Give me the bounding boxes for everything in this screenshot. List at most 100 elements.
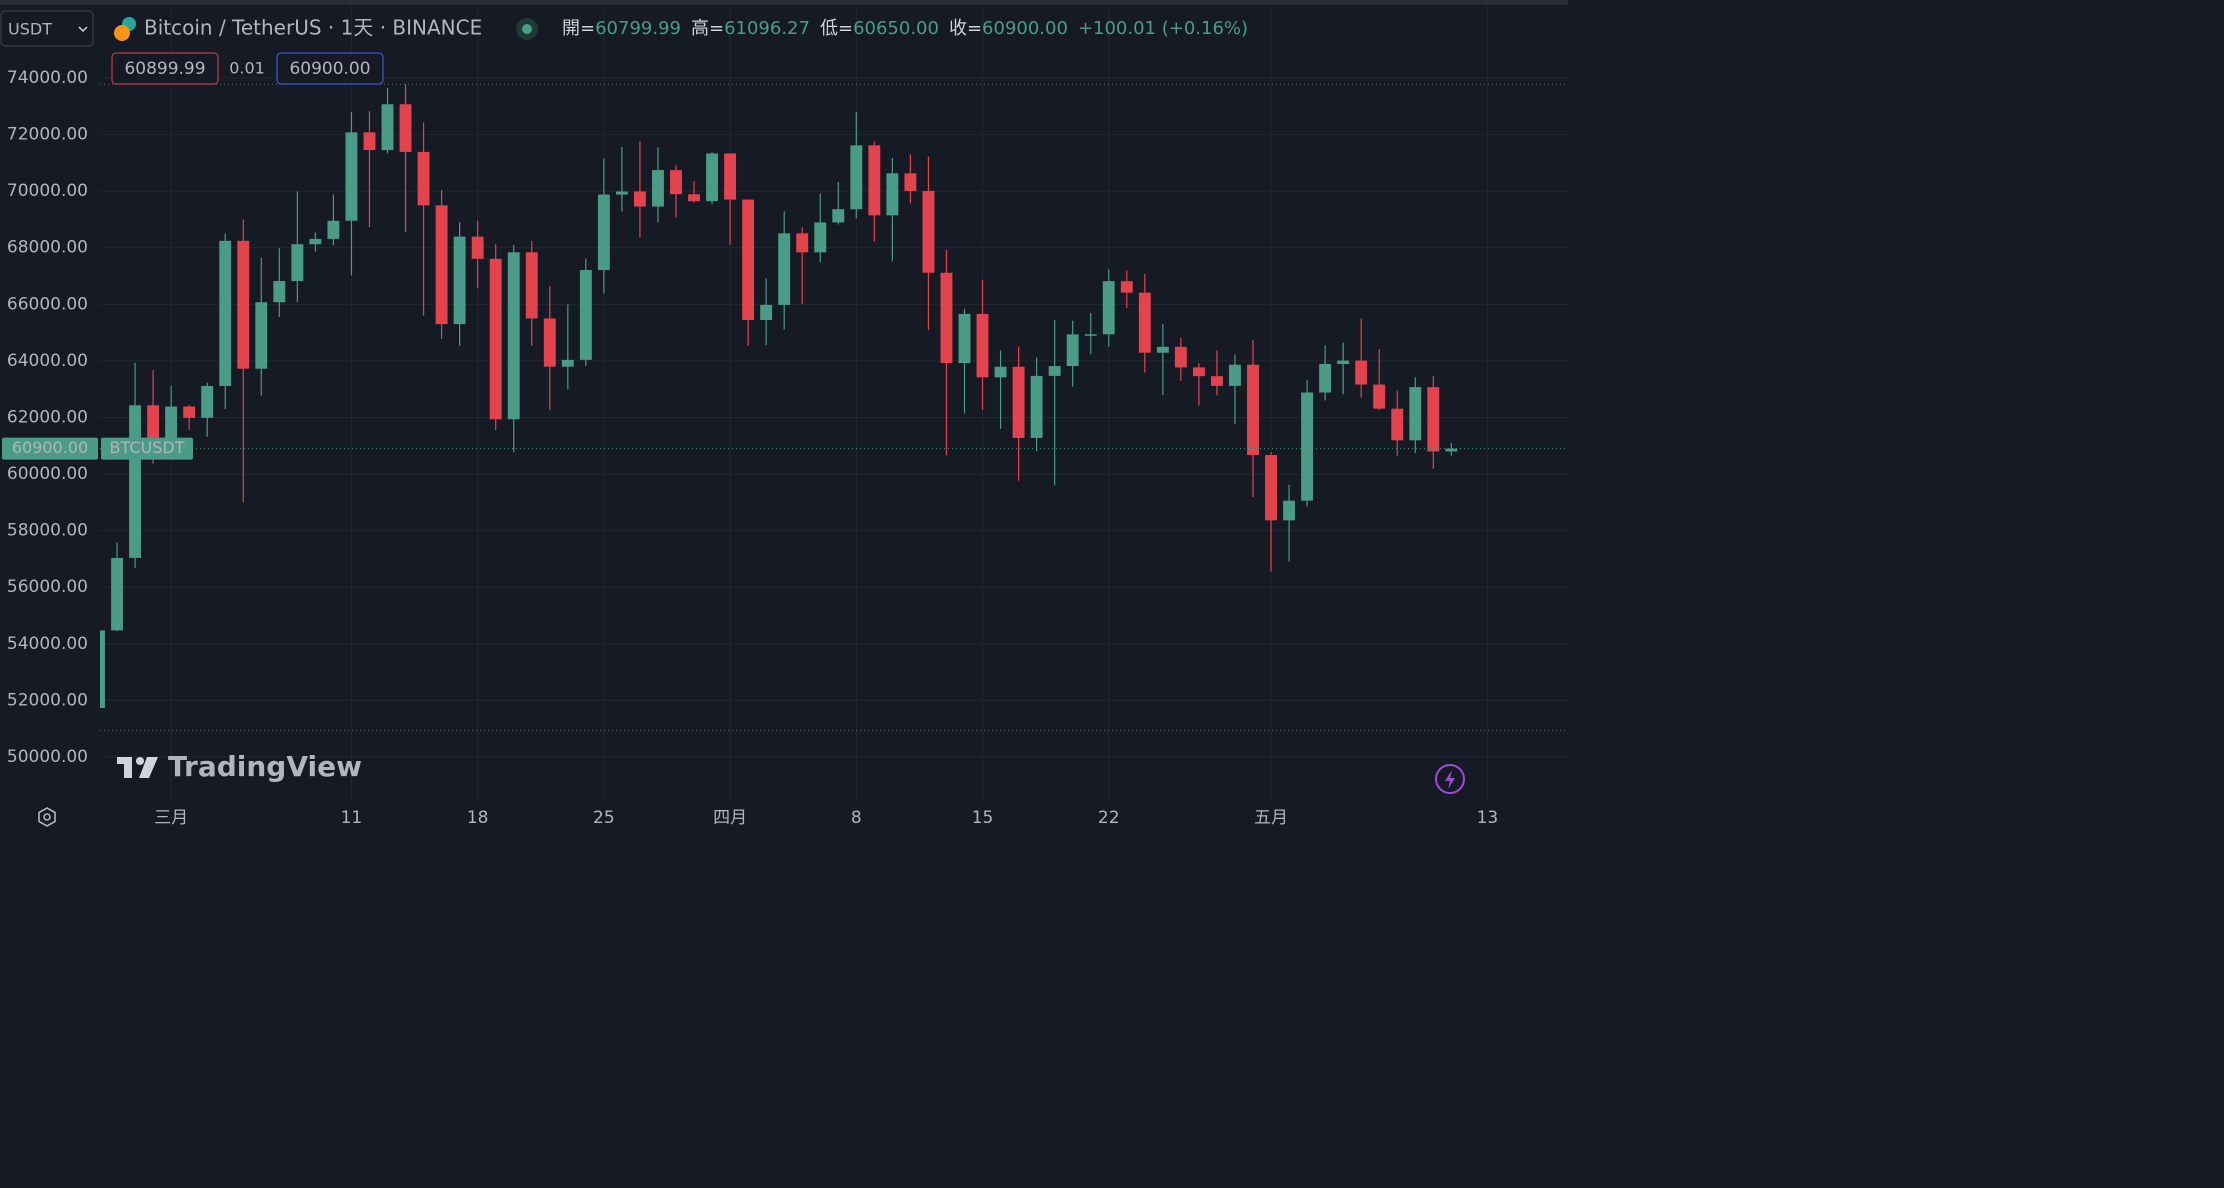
overlay: 50000.00 52000.00 54000.00 56000.00 58000.00… xyxy=(2,68,1568,828)
symbol-label: BTCUSDT xyxy=(110,438,185,457)
candle-body xyxy=(291,244,304,282)
candle-body xyxy=(814,222,827,253)
candle-body xyxy=(327,220,340,239)
candle-body xyxy=(147,405,160,443)
y-tick-label: 74000.00 xyxy=(7,68,88,88)
candle-body xyxy=(1012,366,1025,438)
candle-body xyxy=(129,405,142,558)
chart-title: Bitcoin / TetherUS · 1天 · BINANCE xyxy=(144,16,482,40)
candle-body xyxy=(1229,364,1241,386)
candle-body xyxy=(633,191,646,207)
legend-value: 60650.00 xyxy=(853,18,939,39)
legend-label: 高= xyxy=(691,18,724,39)
legend-label: 收= xyxy=(949,18,982,39)
background xyxy=(0,0,1568,838)
legend-label: 低= xyxy=(820,18,853,39)
legend-value: 61096.27 xyxy=(724,18,810,39)
x-tick-label: 25 xyxy=(593,808,615,828)
candle-body xyxy=(201,386,214,418)
candle-body xyxy=(237,240,250,369)
bid-box[interactable] xyxy=(111,52,219,85)
candles xyxy=(100,84,1458,709)
candle-body xyxy=(1102,281,1115,335)
candle-body xyxy=(525,252,538,319)
candle-body xyxy=(615,191,628,195)
candle-body xyxy=(832,209,845,223)
candle-body xyxy=(1355,360,1368,385)
symbol-select-text[interactable]: USDT xyxy=(8,20,52,39)
candle-body xyxy=(1409,387,1422,441)
candle-body xyxy=(1391,408,1404,441)
candle-body xyxy=(652,170,664,207)
x-tick-label: 15 xyxy=(972,808,994,828)
candle-body xyxy=(904,173,917,191)
watermark: TradingView xyxy=(168,750,362,783)
candle-body xyxy=(1174,346,1187,368)
status-dot xyxy=(522,24,532,34)
candle-body xyxy=(922,190,935,273)
x-tick-label: 四月 xyxy=(713,808,747,828)
candle-body xyxy=(309,238,322,245)
candle-body xyxy=(1265,455,1277,521)
candle-body xyxy=(417,151,430,206)
lightning-icon[interactable] xyxy=(1435,764,1465,794)
candle-body xyxy=(273,281,286,303)
candle-body xyxy=(111,557,123,631)
symbol-select[interactable] xyxy=(0,10,94,47)
candle-body xyxy=(1138,292,1151,353)
legend-label: 開= xyxy=(562,18,595,39)
candle-body xyxy=(1427,387,1440,452)
y-tick-label: 54000.00 xyxy=(7,634,88,654)
spread: 0.01 xyxy=(229,59,265,78)
candle-body xyxy=(165,406,178,443)
y-tick-label: 52000.00 xyxy=(7,690,88,710)
settings-icon[interactable] xyxy=(38,807,56,827)
candle-body xyxy=(796,233,809,253)
ask-box[interactable] xyxy=(276,52,384,85)
legend-value: 60799.99 xyxy=(595,18,681,39)
y-tick-label: 60000.00 xyxy=(7,464,88,484)
ohlc-legend: 開=60799.99 高=61096.27 低=60650.00 收=60900.00… xyxy=(562,18,1248,39)
bitcoin-icon xyxy=(114,25,130,41)
candle-body xyxy=(1301,392,1314,501)
candle-body xyxy=(543,318,556,367)
last-price-label: 60900.00 xyxy=(12,438,88,457)
candle-body xyxy=(561,359,574,367)
candle-body xyxy=(1283,500,1296,521)
y-tick-label: 62000.00 xyxy=(7,407,88,427)
candle-body xyxy=(994,366,1007,378)
candle-body xyxy=(1048,366,1061,376)
candle-body xyxy=(886,173,899,216)
candle-body xyxy=(778,233,791,305)
y-tick-label: 64000.00 xyxy=(7,351,88,371)
candle-body xyxy=(345,132,358,221)
candle-body xyxy=(100,630,105,709)
legend-change: +100.01 (+0.16%) xyxy=(1078,18,1248,39)
candle-body xyxy=(1120,281,1133,293)
y-tick-label: 72000.00 xyxy=(7,125,88,145)
candle-body xyxy=(255,302,268,369)
candle-body xyxy=(760,304,773,321)
candle-body xyxy=(1319,363,1332,393)
x-tick-label: 18 xyxy=(467,808,489,828)
watermark-logo xyxy=(117,757,158,778)
candle-body xyxy=(1445,448,1458,452)
symbol-box xyxy=(101,437,193,460)
x-tick-label: 三月 xyxy=(154,808,188,828)
y-tick-label: 50000.00 xyxy=(7,747,88,767)
candle-body xyxy=(1373,384,1386,409)
candle-body xyxy=(489,258,502,420)
candle-body xyxy=(381,104,394,151)
bid[interactable]: 60899.99 xyxy=(124,59,205,79)
candle-body xyxy=(1030,375,1043,438)
candle-body xyxy=(1337,360,1350,364)
candle-body xyxy=(724,153,737,200)
candle-body xyxy=(742,199,755,321)
x-tick-label: 22 xyxy=(1098,808,1120,828)
candle-body xyxy=(399,104,412,152)
candle-body xyxy=(219,240,232,387)
candle-body xyxy=(579,270,592,360)
candle-body xyxy=(1084,334,1097,336)
candle-body xyxy=(453,236,466,325)
ask[interactable]: 60900.00 xyxy=(289,59,370,79)
